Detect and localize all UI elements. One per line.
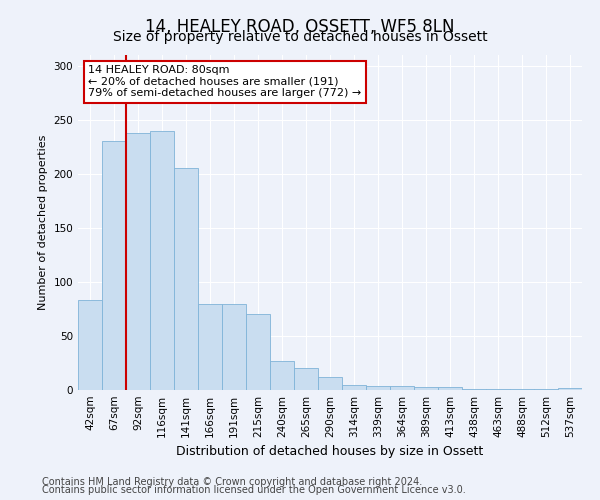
Bar	[534, 389, 558, 390]
Bar	[150, 130, 174, 390]
Bar	[390, 386, 414, 390]
Bar	[510, 389, 534, 390]
Text: Contains HM Land Registry data © Crown copyright and database right 2024.: Contains HM Land Registry data © Crown c…	[42, 477, 422, 487]
Text: Contains public sector information licensed under the Open Government Licence v3: Contains public sector information licen…	[42, 485, 466, 495]
Bar	[294, 368, 318, 390]
Bar	[462, 389, 486, 390]
Text: Size of property relative to detached houses in Ossett: Size of property relative to detached ho…	[113, 30, 487, 44]
X-axis label: Distribution of detached houses by size in Ossett: Distribution of detached houses by size …	[176, 446, 484, 458]
Text: 14 HEALEY ROAD: 80sqm
← 20% of detached houses are smaller (191)
79% of semi-det: 14 HEALEY ROAD: 80sqm ← 20% of detached …	[88, 65, 361, 98]
Bar	[342, 384, 366, 390]
Bar	[126, 133, 150, 390]
Bar	[558, 388, 582, 390]
Bar	[270, 361, 294, 390]
Bar	[102, 142, 126, 390]
Bar	[222, 304, 246, 390]
Bar	[198, 304, 222, 390]
Text: 14, HEALEY ROAD, OSSETT, WF5 8LN: 14, HEALEY ROAD, OSSETT, WF5 8LN	[145, 18, 455, 36]
Bar	[246, 314, 270, 390]
Bar	[414, 387, 438, 390]
Bar	[366, 386, 390, 390]
Y-axis label: Number of detached properties: Number of detached properties	[38, 135, 48, 310]
Bar	[486, 389, 510, 390]
Bar	[318, 377, 342, 390]
Bar	[438, 387, 462, 390]
Bar	[78, 300, 102, 390]
Bar	[174, 168, 198, 390]
